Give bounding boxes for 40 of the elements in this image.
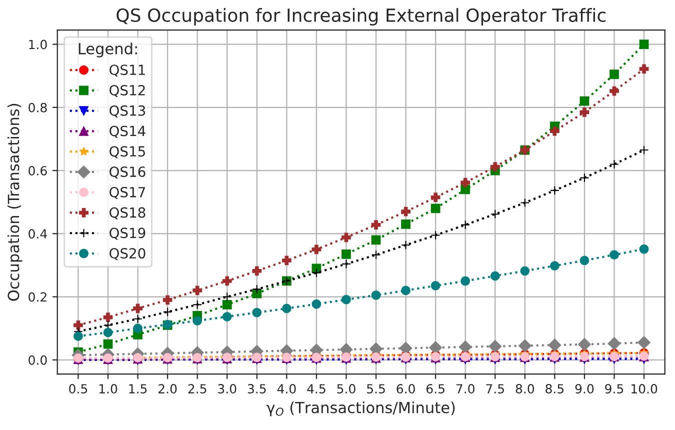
- legend-label: QS16: [110, 166, 146, 179]
- x-tick-label: 2.5: [188, 384, 206, 394]
- legend-label: QS12: [110, 84, 145, 98]
- x-tick-label: 4.0: [277, 384, 296, 394]
- x-tick-label: 3.0: [218, 384, 236, 394]
- x-tick-label: 9.5: [605, 384, 624, 394]
- x-tick-label: 3.5: [248, 384, 266, 394]
- x-tick-label: 1.5: [129, 384, 147, 394]
- x-tick-label: 7.5: [486, 384, 504, 394]
- x-axis-title: γ$_{O}$ (Transactions/Minute): [266, 401, 455, 416]
- legend-label: QS11: [110, 64, 145, 77]
- x-tick-label: 4.5: [307, 384, 326, 394]
- x-tick-label: 1.0: [99, 384, 118, 394]
- y-axis-title: Occupation (Transactions): [7, 104, 22, 301]
- y-tick-label: 0.2: [28, 292, 46, 302]
- legend-label: QS18: [110, 207, 146, 220]
- y-tick-label: 1.0: [29, 40, 47, 50]
- x-tick-label: 10.0: [631, 384, 658, 394]
- y-tick-label: 0.6: [28, 166, 47, 176]
- x-tick-label: 6.0: [396, 384, 415, 394]
- legend-label: QS19: [110, 228, 146, 240]
- x-tick-label: 0.5: [69, 384, 88, 394]
- y-tick-label: 0.0: [28, 355, 47, 365]
- legend-title: Legend:: [78, 42, 137, 58]
- x-tick-label: 8.5: [546, 384, 564, 394]
- x-tick-label: 7.0: [456, 384, 474, 394]
- chart-title: QS Occupation for Increasing External Operator Traffic: [116, 8, 606, 26]
- y-tick-label: 0.4: [28, 229, 47, 239]
- x-tick-label: 2.0: [158, 384, 177, 394]
- legend-label: QS17: [110, 186, 145, 199]
- y-tick-label: 0.8: [28, 102, 47, 112]
- x-tick-label: 5.0: [337, 384, 356, 394]
- legend-label: QS14: [110, 126, 146, 138]
- legend-label: QS13: [110, 105, 146, 118]
- x-tick-label: 5.5: [367, 384, 385, 394]
- x-tick-label: 9.0: [575, 384, 594, 394]
- x-tick-label: 8.0: [516, 384, 534, 394]
- legend-label: QS15: [110, 146, 145, 158]
- x-tick-label: 6.5: [426, 384, 444, 394]
- legend-label: QS20: [110, 248, 146, 260]
